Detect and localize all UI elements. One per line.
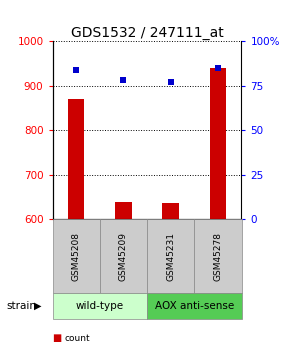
Text: AOX anti-sense: AOX anti-sense [154,301,234,311]
Point [121,78,126,83]
Bar [68,99,84,219]
Text: count: count [64,334,90,343]
Bar [210,68,226,219]
Bar [162,203,179,219]
Text: ▶: ▶ [34,301,41,311]
Text: GSM45278: GSM45278 [213,231,222,281]
Text: wild-type: wild-type [76,301,124,311]
Text: GSM45208: GSM45208 [72,231,81,281]
Bar [115,202,132,219]
Point [168,79,173,85]
Text: GSM45231: GSM45231 [166,231,175,281]
Text: strain: strain [6,301,36,311]
Point [215,65,220,71]
Text: GSM45209: GSM45209 [119,231,128,281]
Text: ■: ■ [52,333,62,343]
Title: GDS1532 / 247111_at: GDS1532 / 247111_at [70,26,224,40]
Point [74,67,79,72]
